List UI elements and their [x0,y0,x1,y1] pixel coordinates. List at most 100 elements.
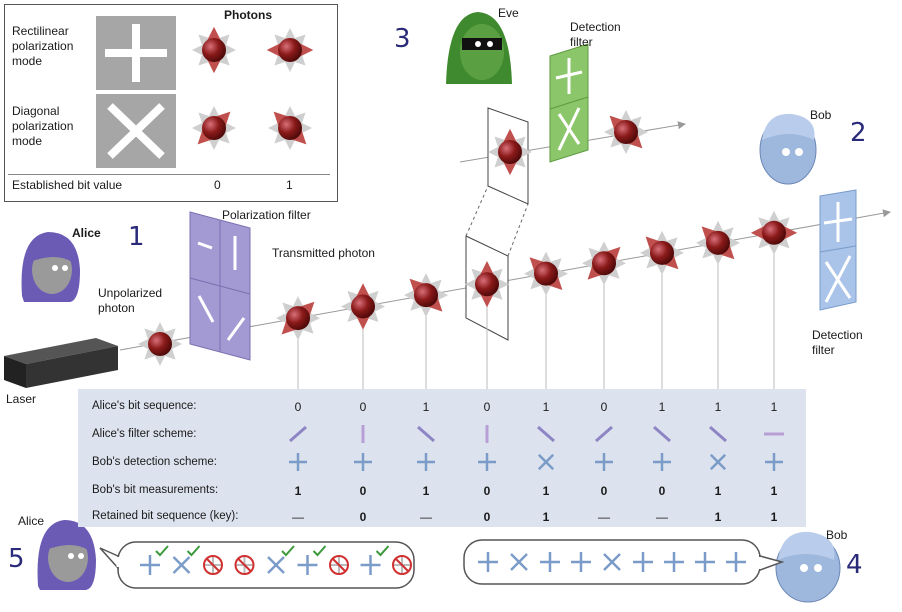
alice-bubble-no-4 [234,555,255,575]
legend-divider [8,174,330,175]
bob-avatar-bottom [775,531,841,603]
retained-bit-1: — [292,510,304,524]
retained-bit-6: — [598,510,610,524]
bob-bubble-plus-8 [695,552,715,572]
alice-bit-3: 1 [422,400,430,414]
legend-rect-symbol [96,16,176,90]
check-icon [155,545,169,557]
legend-photons [192,26,314,150]
alice-top-label: Alice [72,226,101,240]
bob-bit-9: 1 [770,484,778,498]
bob-bubble-plus-4 [571,552,591,572]
check-icon [281,545,295,557]
alice-bit-9: 1 [770,400,778,414]
legend-rect-label: Rectilinear polarization mode [12,24,74,68]
bob-bubble-plus-1 [478,552,498,572]
bob-bubble-cross-2 [510,553,528,571]
photon-3 [404,273,448,318]
alice-bubble-cross-2 [172,556,191,574]
alice-bottom-label: Alice [18,514,45,528]
retained-bit-5: 1 [542,510,550,524]
row-label-alice-bits: Alice's bit sequence: [92,400,197,412]
bob-bubble-plus-3 [540,552,560,572]
check-icon [312,545,327,557]
legend-photons-header: Photons [224,8,272,22]
retained-bit-2: 0 [359,510,367,524]
retained-bit-4: 0 [483,510,491,524]
step-number-3: 3 [394,24,411,54]
drop-lines [297,246,775,392]
legend-photon-rect-0 [192,26,236,74]
laser-label: Laser [6,392,37,406]
laser-device [4,338,118,388]
bob-bubble-cross-5 [603,553,621,571]
transmitted-photon-label: Transmitted photon [272,246,375,260]
bob-detection-filter [819,189,857,311]
bob-top-label: Bob [810,108,832,122]
check-icon [375,545,390,557]
polarization-filter [189,211,251,361]
alice-avatar-top [21,232,80,302]
step-number-2: 2 [850,118,867,148]
row-label-bob-detection: Bob's detection scheme: [92,456,217,468]
step-number-1: 1 [128,222,145,252]
retained-bit-7: — [656,510,668,524]
bob-bubble-plus-6 [633,552,653,572]
protocol-table [78,389,806,527]
alice-bit-8: 1 [714,400,722,414]
photon-eve-resent [604,110,648,154]
legend-diag-label: Diagonal polarization mode [12,104,74,148]
legend-bit1: 1 [286,178,293,192]
photon-5 [524,251,568,296]
bob-avatar-top [759,113,817,185]
photon-2 [341,283,385,330]
alice-avatar-bottom [37,520,96,590]
alice-bubble-no-7 [329,555,349,575]
alice-bit-1: 0 [294,400,302,414]
eve-label: Eve [498,6,519,20]
alice-bit-7: 1 [658,400,666,414]
alice-bubble-plus-6 [297,555,318,575]
photon-4 [465,261,509,308]
alice-bubble-cross-5 [267,556,285,574]
legend-diag-symbol [96,94,176,168]
photon-8 [696,220,740,265]
photons [138,110,798,366]
bob-bit-5: 1 [542,484,550,498]
row-label-bob-bits: Bob's bit measurements: [92,484,219,496]
alice-bit-6: 0 [600,400,608,414]
row-label-alice-filters: Alice's filter scheme: [92,428,197,440]
alice-bit-2: 0 [359,400,367,414]
alice-bit-4: 0 [483,400,491,414]
bob-detection-filter-label: Detection filter [812,328,863,357]
bob-bit-6: 0 [600,484,608,498]
legend-photon-diag-0 [192,106,236,150]
intercept-dash-right [507,203,529,257]
bob-bubble-plus-7 [664,552,684,572]
bob-bit-2: 0 [359,484,367,498]
eve-detection-filter-label: Detection filter [570,20,621,49]
polarization-filter-label: Polarization filter [222,208,311,222]
eve-detection-filter [549,43,589,163]
bob-bubble-plus-9 [726,552,746,572]
bob-bubble-symbols [478,552,746,572]
photon-9 [750,210,798,255]
bob-bit-8: 1 [714,484,722,498]
step-number-4: 4 [846,550,863,580]
alice-bubble-plus-8 [360,555,381,575]
photon-unpolarized [138,322,182,366]
photon-eve-intercepted [488,128,532,176]
retained-bit-9: 1 [770,510,778,524]
bob-bottom-label: Bob [826,528,848,542]
photon-7 [640,230,684,275]
intercept-dash-left [465,185,489,237]
photon-6 [582,241,626,286]
unpolarized-photon-label: Unpolarized photon [98,286,163,315]
alice-bubble-plus-1 [140,555,160,575]
alice-bubble-no-3 [203,555,223,575]
legend-photon-diag-1 [268,106,312,150]
alice-bit-5: 1 [542,400,550,414]
legend-bit-label: Established bit value [12,178,123,192]
check-icon [186,545,201,557]
